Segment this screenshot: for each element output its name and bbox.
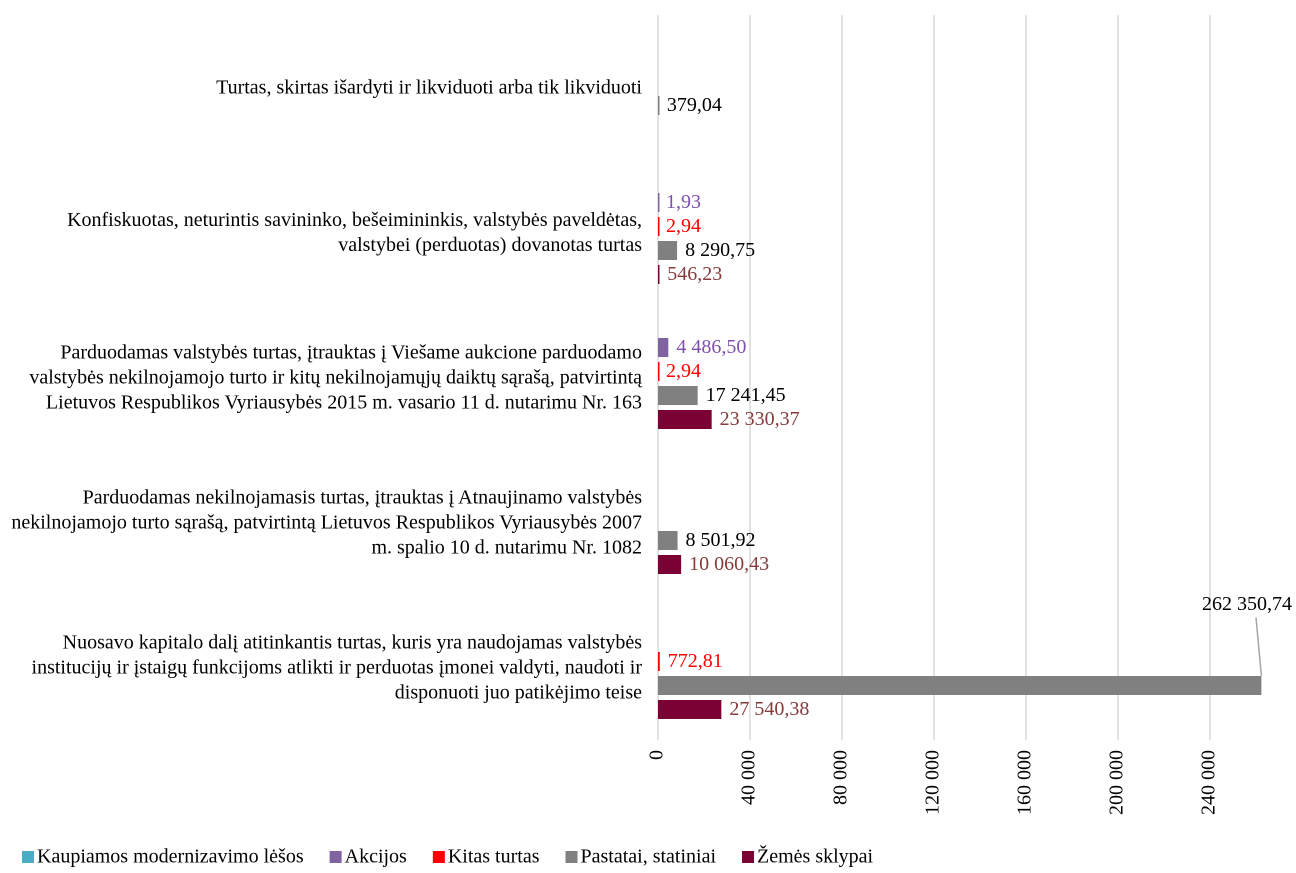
value-label: 2,94 [666, 360, 701, 382]
legend-swatch [565, 851, 578, 863]
bar [658, 265, 660, 284]
x-tick-label: 240 000 [1198, 750, 1220, 815]
value-label: 2,94 [666, 215, 701, 237]
value-label: 8 501,92 [686, 529, 756, 551]
x-tick-label: 200 000 [1106, 750, 1128, 815]
value-label: 17 241,45 [706, 384, 786, 406]
value-label: 10 060,43 [689, 553, 769, 575]
category-label: Konfiskuotas, neturintis savininko, beše… [67, 208, 642, 256]
bar [658, 410, 712, 429]
category-label: Nuosavo kapitalo dalį atitinkantis turta… [31, 631, 642, 703]
legend-label: Kitas turtas [448, 846, 540, 868]
legend-swatch [329, 851, 342, 863]
bar [658, 193, 660, 212]
category-label: Parduodamas nekilnojamasis turtas, įtrau… [11, 486, 642, 558]
x-tick-label: 0 [646, 750, 668, 760]
legend-label: Kaupiamos modernizavimo lėšos [37, 846, 304, 868]
category-label: Parduodamas valstybės turtas, įtrauktas … [29, 341, 642, 413]
value-label: 546,23 [667, 263, 722, 285]
bar [658, 217, 660, 236]
bar [658, 531, 678, 550]
bar [658, 338, 669, 357]
category-label: Turtas, skirtas išardyti ir likviduoti a… [216, 76, 642, 98]
bar [658, 386, 698, 405]
x-tick-label: 80 000 [830, 750, 852, 805]
value-label: 262 350,74 [1202, 593, 1292, 615]
value-label: 1,93 [666, 191, 701, 213]
bar [658, 676, 1262, 695]
x-tick-label: 40 000 [738, 750, 760, 805]
value-label: 27 540,38 [729, 698, 809, 720]
bar [658, 652, 660, 671]
value-label: 379,04 [667, 94, 722, 116]
bar [658, 241, 678, 260]
bar [658, 96, 660, 115]
legend-label: Pastatai, statiniai [581, 846, 717, 868]
bar [658, 362, 660, 381]
x-tick-label: 120 000 [922, 750, 944, 815]
x-tick-label: 160 000 [1014, 750, 1036, 815]
bar [658, 555, 682, 574]
legend-swatch [22, 851, 34, 863]
legend-swatch [432, 851, 445, 863]
legend-label: Akcijos [345, 846, 407, 868]
value-label: 23 330,37 [720, 408, 800, 430]
value-label: 4 486,50 [676, 336, 746, 358]
legend-swatch [742, 851, 755, 863]
legend-label: Žemės sklypai [757, 845, 874, 868]
bar [658, 700, 722, 719]
value-label: 8 290,75 [685, 239, 755, 261]
leader-line [1255, 617, 1263, 677]
value-label: 772,81 [668, 650, 723, 672]
